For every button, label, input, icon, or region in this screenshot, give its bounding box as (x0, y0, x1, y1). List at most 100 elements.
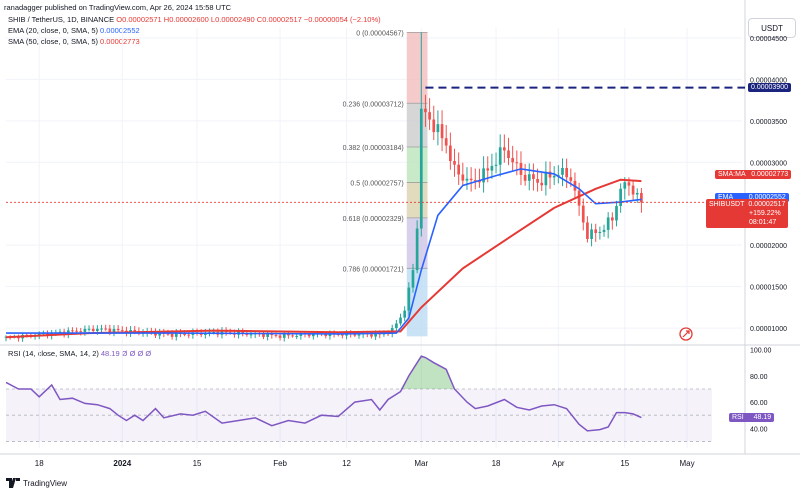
candle-body (461, 174, 465, 181)
candle-body (503, 147, 506, 151)
candle-body (411, 270, 415, 288)
candle-body (540, 182, 544, 186)
candle-body (341, 334, 344, 336)
time-axis-label: 18 (35, 459, 44, 468)
axes: 0.00004500 0.00004000 0.00003500 0.00003000… (35, 36, 787, 468)
resistance-price-tag: 0.00003900 (748, 82, 791, 92)
price-tag-value: 0.00002517 (748, 201, 786, 209)
candle-body (370, 334, 373, 337)
candle-body (324, 333, 328, 337)
candle-body (415, 228, 419, 271)
fib-level-label: 0.786 (0.00001721) (343, 266, 404, 273)
candle-body (440, 124, 444, 139)
candle-body (444, 138, 448, 146)
price-axis-label: 0.00003500 (750, 119, 787, 126)
candle-body (187, 334, 191, 336)
candle-body (158, 332, 162, 336)
candle-body (274, 335, 278, 337)
candle-body (75, 330, 78, 332)
candle-body (104, 328, 108, 330)
candle-body (395, 323, 398, 329)
candle-body (449, 145, 452, 162)
sma-price-tag: SMA:MA 0.00002773 (715, 170, 792, 180)
candle-body (407, 287, 411, 311)
candle-body (83, 328, 87, 332)
candle-body (473, 180, 477, 182)
candle-body (548, 171, 552, 178)
time-axis-label: Mar (414, 459, 428, 468)
candle-body (552, 175, 556, 178)
rsi-overbought-fill (400, 356, 455, 389)
time-axis-label: Feb (273, 459, 287, 468)
sma-legend[interactable]: SMA (50, close, 0, SMA, 5) 0.00002773 (8, 37, 140, 46)
rsi-legend-extra: Ø Ø Ø Ø (121, 349, 152, 358)
symbol-name[interactable]: SHIB / TetherUS, 1D, BINANCE (8, 15, 115, 24)
candle-body (278, 335, 282, 338)
candle-body (87, 328, 91, 330)
candle-body (399, 317, 402, 324)
candle-body (590, 229, 593, 239)
candle-body (436, 124, 440, 133)
candle-body (174, 332, 178, 337)
candle-body (532, 174, 535, 179)
candle-body (536, 178, 539, 183)
time-axis-label: Apr (552, 459, 565, 468)
candle-body (58, 331, 62, 333)
chart-canvas[interactable]: 0 (0.00004567) 0.236 (0.00003712) 0.382 (0… (0, 0, 800, 478)
currency-button[interactable]: USDT (748, 18, 796, 38)
ohlc-values: O0.00002571 H0.00002600 L0.00002490 C0.0… (116, 15, 381, 24)
candle-body (615, 205, 618, 221)
candle-body (71, 330, 74, 332)
price-tag-countdown: 08:01:47 (749, 219, 777, 227)
candle-body (482, 168, 485, 183)
candle-body (635, 192, 639, 195)
candle-body (96, 328, 99, 331)
rsi-tag-label: RSI (732, 413, 744, 421)
candle-body (266, 333, 269, 337)
candle-body (299, 333, 303, 336)
candle-body (565, 167, 568, 178)
candle-body (291, 335, 294, 337)
ema20-line (6, 168, 642, 335)
candlestick-series (4, 32, 643, 342)
candle-body (282, 333, 286, 338)
price-axis-label: 0.00004000 (750, 77, 787, 84)
fib-level-label: 0.236 (0.00003712) (343, 101, 404, 108)
candle-body (270, 333, 274, 336)
rsi-legend[interactable]: RSI (14, close, SMA, 14, 2) 48.19 Ø Ø Ø Ø (8, 349, 151, 358)
candle-body (4, 336, 8, 338)
candle-body (287, 333, 290, 336)
candle-body (428, 112, 431, 120)
sma-tag-value: 0.00002773 (751, 171, 789, 179)
sma-legend-value: 0.00002773 (100, 37, 140, 46)
fib-zone (406, 147, 428, 183)
candle-body (569, 177, 573, 181)
candle-body (523, 174, 527, 181)
candle-body (424, 108, 427, 113)
brand-name: TradingView (23, 478, 68, 488)
candle-body (465, 178, 469, 181)
tradingview-logo[interactable]: TradingView (6, 478, 67, 488)
candle-body (403, 310, 407, 318)
candle-body (631, 185, 635, 195)
candle-body (166, 333, 170, 335)
candle-body (311, 333, 315, 337)
fib-zone (406, 32, 428, 104)
time-axis-label: 2024 (113, 459, 131, 468)
candle-body (262, 334, 265, 337)
candle-body (133, 329, 137, 332)
fib-level-label: 0.5 (0.00002757) (350, 180, 403, 187)
candle-body (581, 205, 585, 223)
symbol-info: SHIB / TetherUS, 1D, BINANCE O0.00002571… (8, 15, 381, 24)
ema-price-tag: EMA 0.00002552 (715, 193, 789, 203)
settings-icon[interactable] (679, 327, 693, 341)
sma-legend-label: SMA (50, close, 0, SMA, 5) (8, 37, 99, 46)
candle-body (419, 108, 423, 229)
price-axis-label: 0.00001500 (750, 285, 787, 292)
ema-legend-value: 0.00002552 (100, 26, 140, 35)
candle-body (353, 334, 357, 336)
candle-body (594, 229, 598, 234)
time-axis-label: 15 (620, 459, 629, 468)
ema-legend[interactable]: EMA (20, close, 0, SMA, 5) 0.00002552 (8, 26, 140, 35)
candle-body (432, 119, 436, 133)
